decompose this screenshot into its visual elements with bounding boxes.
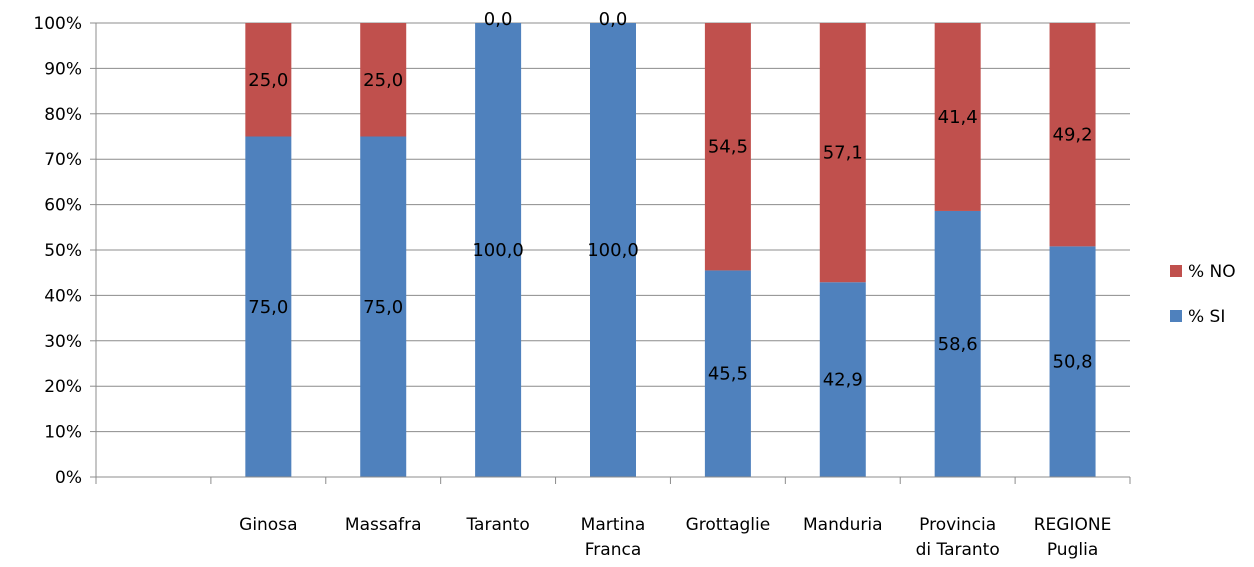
x-category-label: Ginosa [239,515,297,535]
y-tick-label: 60% [44,196,82,216]
x-category-label: Manduria [803,515,883,535]
x-category-label: Grottaglie [686,515,771,535]
data-label: 50,8 [1053,352,1093,373]
bar-si [475,23,522,477]
x-category-label: Martina Franca [581,515,646,560]
bar-si [1049,246,1096,477]
data-label: 45,5 [708,364,748,385]
x-category-label: Massafra [345,515,422,535]
bar-no [934,23,981,211]
data-label: 49,2 [1053,125,1093,146]
legend: % NO % SI [1170,262,1236,327]
x-category-label: Provincia di Taranto [916,515,1000,560]
bar-si [245,136,292,477]
data-label: 75,0 [363,297,403,318]
y-tick-label: 0% [55,468,82,488]
y-tick-label: 90% [44,59,82,79]
bar-no [360,23,407,137]
y-tick-label: 50% [44,241,82,261]
data-label: 100,0 [472,240,524,261]
bar-no [1049,23,1096,247]
y-tick-label: 30% [44,332,82,352]
bars [245,23,1096,477]
y-tick-label: 70% [44,150,82,170]
data-label: 0,0 [599,9,628,30]
data-label: 25,0 [363,70,403,91]
bar-no [245,23,292,137]
axes: 0% 10% 20% 30% 40% 50% 60% 70% 80% 90% 100% Ginosa M… [33,14,1131,560]
bar-si [590,23,636,477]
data-label: 54,5 [708,137,748,158]
data-label: 57,1 [823,143,863,164]
y-tick-label: 10% [44,423,82,443]
y-tick-label: 40% [44,286,82,306]
data-label: 58,6 [938,334,978,355]
data-labels: 75,0 25,0 75,0 25,0 100,0 0,0 100,0 0,0 45,5 54,5… [248,9,1092,391]
legend-swatch [1170,310,1182,322]
bar-no [704,23,751,271]
y-tick-label: 80% [44,105,82,125]
data-label: 41,4 [938,107,978,128]
legend-label: % NO [1188,262,1236,282]
bar-si [360,136,407,477]
legend-swatch [1170,265,1182,277]
x-category-label: REGIONE Puglia [1034,515,1112,560]
legend-label: % SI [1188,307,1225,327]
bar-si [934,210,981,477]
data-label: 0,0 [484,9,513,30]
data-label: 75,0 [248,297,288,318]
bar-no [819,23,866,283]
y-tick-label: 20% [44,377,82,397]
data-label: 42,9 [823,370,863,391]
data-label: 25,0 [248,70,288,91]
x-category-label: Taranto [465,515,529,535]
bar-si [704,270,751,477]
y-tick-label: 100% [33,14,82,34]
bar-si [819,282,866,477]
data-label: 100,0 [587,240,639,261]
